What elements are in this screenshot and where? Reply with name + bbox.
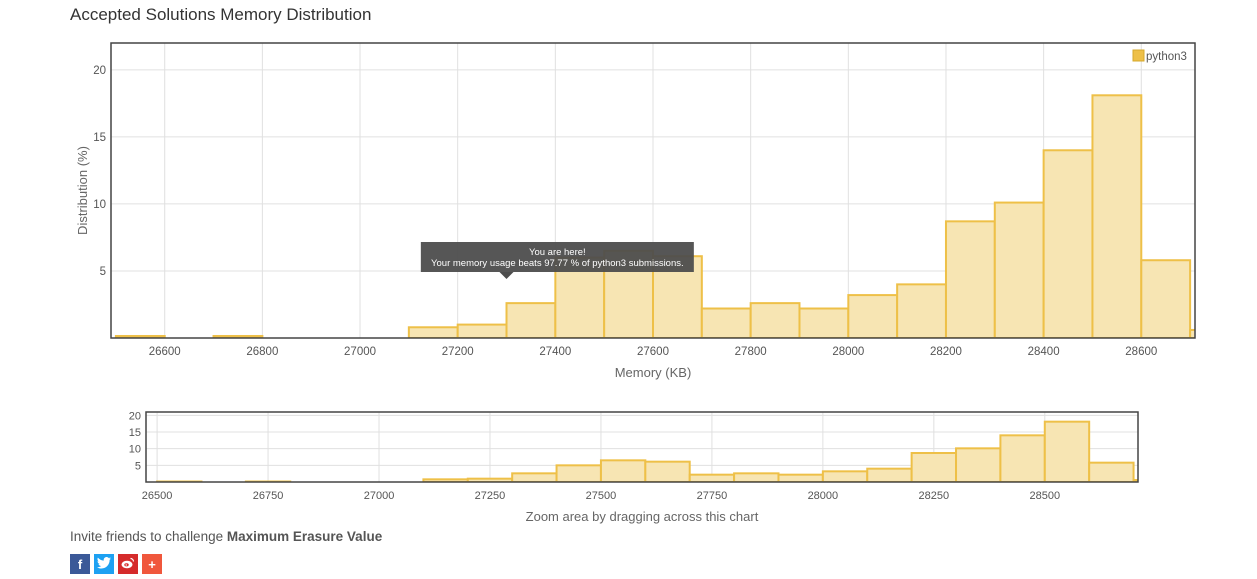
histogram-bar	[1189, 328, 1195, 338]
y-tick-label: 15	[93, 132, 106, 144]
more-share-button[interactable]: +	[142, 554, 162, 574]
x-tick-label: 26500	[142, 490, 173, 502]
plot-frame	[145, 411, 1139, 483]
y-tick-label: 20	[93, 65, 106, 77]
weibo-icon	[121, 557, 135, 572]
x-tick-label: 28200	[930, 346, 962, 358]
y-tick-label: 20	[129, 410, 141, 422]
histogram-bar	[910, 452, 958, 482]
histogram-bar	[1091, 94, 1143, 338]
histogram-bar	[1140, 259, 1192, 338]
invite-text: Invite friends to challenge Maximum Eras…	[70, 529, 382, 544]
histogram-bar	[644, 460, 691, 482]
histogram-bar	[1042, 149, 1094, 338]
x-tick-label: 28250	[919, 490, 950, 502]
histogram-bar	[866, 467, 913, 482]
histogram-bar	[212, 334, 264, 338]
y-axis-label: Distribution (%)	[75, 146, 90, 235]
tooltip-box	[420, 242, 694, 272]
histogram-bar	[688, 473, 736, 482]
histogram-bar	[821, 470, 869, 482]
tooltip-pointer	[499, 272, 514, 279]
legend-swatch	[1132, 49, 1145, 62]
x-tick-label: 27400	[539, 346, 571, 358]
x-axis-label: Zoom area by dragging across this chart	[526, 509, 759, 524]
histogram-bar	[733, 472, 780, 482]
x-axis-label: Memory (KB)	[615, 365, 692, 380]
histogram-bar	[749, 302, 801, 338]
x-tick-label: 28600	[1125, 346, 1157, 358]
y-tick-label: 10	[93, 199, 106, 211]
histogram-bar	[114, 334, 166, 338]
facebook-share-button[interactable]: f	[70, 554, 90, 574]
histogram-bar	[847, 294, 899, 338]
x-tick-label: 28500	[1029, 490, 1060, 502]
page-title: Accepted Solutions Memory Distribution	[70, 5, 372, 24]
histogram-bar	[944, 220, 996, 338]
plus-icon: +	[148, 556, 156, 572]
histogram-bar	[1088, 461, 1135, 482]
histogram-bar	[777, 473, 824, 482]
plot-frame	[110, 42, 1196, 339]
tooltip-message: Your memory usage beats 97.77 % of pytho…	[431, 258, 684, 269]
x-tick-label: 27250	[475, 490, 506, 502]
legend-label: python3	[1146, 51, 1187, 63]
histogram-bar	[511, 472, 558, 482]
share-buttons: f +	[70, 554, 162, 574]
invite-prefix: Invite friends to challenge	[70, 529, 224, 544]
histogram-bar	[896, 283, 947, 338]
x-tick-label: 26600	[149, 346, 181, 358]
y-tick-label: 5	[100, 266, 106, 278]
x-tick-label: 27800	[735, 346, 767, 358]
x-tick-label: 27200	[442, 346, 474, 358]
x-tick-label: 28400	[1028, 346, 1060, 358]
x-tick-label: 28000	[832, 346, 864, 358]
problem-name[interactable]: Maximum Erasure Value	[226, 529, 383, 544]
x-tick-label: 26800	[246, 346, 278, 358]
histogram-bar	[955, 447, 1002, 482]
histogram-bar	[700, 307, 752, 338]
y-tick-label: 5	[135, 460, 141, 472]
legend: python3	[1132, 49, 1187, 63]
histogram-bar	[505, 302, 557, 338]
histogram-bar	[999, 434, 1046, 482]
main-chart[interactable]: 26600 26800 27000 27200 27400 27600 27800 28000…	[0, 0, 1257, 395]
x-tick-label: 28000	[808, 490, 839, 502]
tooltip: You are here!Your memory usage beats 97.…	[420, 242, 694, 279]
histogram-bar	[798, 307, 850, 338]
facebook-icon: f	[77, 556, 83, 572]
bar-series	[114, 94, 1195, 338]
bar-series	[156, 420, 1138, 482]
x-tick-label: 27500	[586, 490, 617, 502]
x-tick-label: 27600	[637, 346, 669, 358]
twitter-icon	[97, 556, 111, 572]
x-tick-label: 27000	[364, 490, 395, 502]
x-tick-label: 27750	[697, 490, 728, 502]
x-tick-label: 26750	[253, 490, 284, 502]
histogram-bar	[1132, 479, 1138, 482]
histogram-bar	[599, 459, 647, 482]
histogram-bar	[555, 464, 602, 482]
weibo-share-button[interactable]	[118, 554, 138, 574]
histogram-bar	[456, 323, 508, 338]
navigator-chart[interactable]: 26500 26750 27000 27250 27500 27750 28000 28250…	[0, 395, 1257, 530]
histogram-bar	[1043, 420, 1091, 482]
y-tick-label: 10	[129, 444, 141, 456]
tooltip-title: You are here!	[529, 247, 586, 258]
y-tick-label: 15	[129, 427, 141, 439]
histogram-bar	[407, 326, 459, 338]
twitter-share-button[interactable]	[94, 554, 114, 574]
x-tick-label: 27000	[344, 346, 376, 358]
histogram-bar	[993, 201, 1045, 338]
